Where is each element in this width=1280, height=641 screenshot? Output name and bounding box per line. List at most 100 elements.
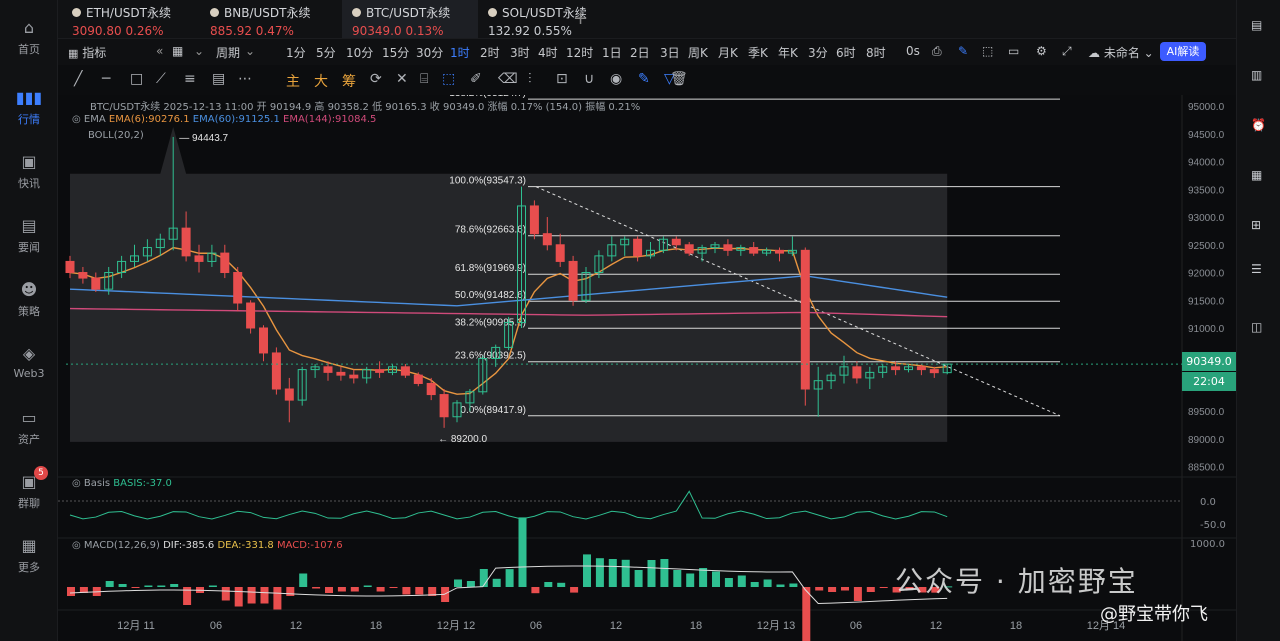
price-tick: 89000.0 xyxy=(1188,435,1225,446)
nav-item-7[interactable]: ▣ 群聊 5 xyxy=(0,466,58,511)
crop-icon[interactable]: ⬚ xyxy=(982,44,994,58)
tab-3[interactable]: SOL/USDT永续 132.92 0.55% xyxy=(478,0,614,38)
layers-icon[interactable]: ☰ xyxy=(1251,262,1262,276)
eye-icon[interactable]: ◎ xyxy=(72,114,81,125)
interval-10[interactable]: 1日 xyxy=(602,46,622,60)
big-button[interactable]: 大 xyxy=(314,74,328,90)
tab-0[interactable]: ETH/USDT永续 3090.80 0.26% xyxy=(62,0,198,38)
nav-item-3[interactable]: ▤ 要闻 xyxy=(0,216,58,255)
nav-item-2[interactable]: ▣ 快讯 xyxy=(0,152,58,191)
interval-14[interactable]: 月K xyxy=(718,46,738,60)
interval-13[interactable]: 周K xyxy=(688,46,708,60)
candle-body xyxy=(684,244,694,254)
document-icon[interactable]: ▥ xyxy=(1251,68,1263,82)
scroll-left-icon[interactable]: « xyxy=(156,44,164,58)
candle-body xyxy=(413,374,423,384)
interval-18[interactable]: 6时 xyxy=(836,46,856,60)
select-tool-icon[interactable]: ⬚ xyxy=(442,71,456,87)
rect-tool-icon[interactable]: □ xyxy=(130,71,144,87)
lock-icon[interactable]: ⊡ xyxy=(556,71,568,87)
chart-canvas[interactable]: 95000.0 94500.0 94000.0 93500.0 93000.0 92500… xyxy=(58,95,1236,641)
candle-body xyxy=(800,249,810,390)
nav-item-0[interactable]: ⌂ 首页 xyxy=(0,18,58,57)
ruler-icon[interactable]: ⌸ xyxy=(420,71,429,87)
interval-1[interactable]: 5分 xyxy=(316,46,336,60)
grid-icon[interactable]: ⊞ xyxy=(1251,218,1262,232)
interval-16[interactable]: 年K xyxy=(778,46,798,60)
candle-body xyxy=(762,249,772,254)
list-icon[interactable]: ▤ xyxy=(1251,18,1263,32)
edit-icon[interactable]: ✎ xyxy=(638,71,650,87)
chevron-down-icon[interactable]: ⌄ xyxy=(194,44,205,58)
ray-tool-icon[interactable]: ⟋ xyxy=(156,71,166,87)
magnet-icon[interactable]: ∪ xyxy=(584,71,595,87)
macd-bar xyxy=(544,582,553,587)
interval-8[interactable]: 4时 xyxy=(538,46,558,60)
pen-icon[interactable]: ✎ xyxy=(958,44,969,58)
crossline-icon[interactable]: ✕ xyxy=(396,71,408,87)
cloud-layout-button[interactable]: ☁ 未命名 ⌄ xyxy=(1088,44,1154,61)
interval-7[interactable]: 3时 xyxy=(510,46,530,60)
fullscreen-icon[interactable]: ⤢ xyxy=(1062,44,1072,58)
chart-area[interactable]: 95000.0 94500.0 94000.0 93500.0 93000.0 92500… xyxy=(58,95,1236,641)
layout-grid-icon[interactable]: ▦ xyxy=(172,44,184,58)
message-icon[interactable]: ◫ xyxy=(1251,320,1263,334)
more-tools-icon[interactable]: ⋯ xyxy=(238,71,252,87)
calendar-icon[interactable]: ▦ xyxy=(1251,168,1263,182)
interval-3[interactable]: 15分 xyxy=(382,46,410,60)
nav-item-8[interactable]: ▦ 更多 xyxy=(0,536,58,575)
tab-1[interactable]: BNB/USDT永续 885.92 0.47% xyxy=(200,0,336,38)
interval-12[interactable]: 3日 xyxy=(660,46,680,60)
measure-icon[interactable]: ⫶ xyxy=(528,71,532,87)
brush-icon[interactable]: ✐ xyxy=(470,71,482,87)
ema6-value: EMA(6):90276.1 xyxy=(108,114,190,125)
candle-body xyxy=(904,366,913,371)
main-chart-button[interactable]: 主 xyxy=(286,74,300,90)
interval-11[interactable]: 2日 xyxy=(630,46,650,60)
period-button[interactable]: 周期 xyxy=(216,46,241,60)
nav-item-6[interactable]: ▭ 资产 xyxy=(0,408,58,447)
eraser-icon[interactable]: ⌫ xyxy=(498,71,518,87)
ai-interpret-button[interactable]: AI解读 xyxy=(1160,42,1206,61)
refresh-icon[interactable]: ⟳ xyxy=(370,71,382,87)
indicator-button[interactable]: ▦ 指标 xyxy=(68,44,106,61)
basis-tick: 0.0 xyxy=(1200,497,1216,508)
nav-item-1[interactable]: ▮▮▮ 行情 xyxy=(0,88,58,127)
interval-5[interactable]: 1时 xyxy=(450,46,470,60)
macd-bar xyxy=(144,585,153,587)
eye-icon[interactable]: ◎ xyxy=(72,540,81,551)
tab-2[interactable]: BTC/USDT永续 90349.0 0.13% xyxy=(342,0,478,38)
unread-badge: 5 xyxy=(34,466,48,480)
eye-icon[interactable]: ◉ xyxy=(610,71,623,87)
candle-body xyxy=(78,272,88,279)
nav-item-5[interactable]: ◈ Web3 xyxy=(0,344,58,380)
interval-9[interactable]: 12时 xyxy=(566,46,594,60)
interval-15[interactable]: 季K xyxy=(748,46,768,60)
period-dropdown-icon[interactable]: ⌄ xyxy=(245,44,256,58)
candle-body xyxy=(775,249,784,254)
line-tool-icon[interactable]: ╱ xyxy=(74,71,83,87)
nav-item-4[interactable]: ☻ 策略 xyxy=(0,280,58,319)
parallel-tool-icon[interactable]: ≡ xyxy=(184,71,196,87)
candle-countdown: 22:04 xyxy=(1182,372,1236,391)
candle-body xyxy=(155,238,165,249)
camera-icon[interactable]: ⎙ xyxy=(932,44,942,58)
interval-6[interactable]: 2时 xyxy=(480,46,500,60)
hline-tool-icon[interactable]: ─ xyxy=(102,71,111,87)
filter-icon[interactable]: ▽ xyxy=(664,71,675,87)
settings-icon[interactable]: ⚙ xyxy=(1036,44,1047,58)
add-tab-icon[interactable]: + xyxy=(573,8,589,29)
interval-4[interactable]: 30分 xyxy=(416,46,444,60)
text-tool-icon[interactable]: ▤ xyxy=(212,71,226,87)
basis-tick: -50.0 xyxy=(1200,520,1226,531)
eye-icon[interactable]: ◎ xyxy=(72,478,81,489)
interval-2[interactable]: 10分 xyxy=(346,46,374,60)
chip-button[interactable]: 筹 xyxy=(342,74,356,90)
interval-0[interactable]: 1分 xyxy=(286,46,306,60)
trash-icon[interactable]: 🗑 xyxy=(670,71,688,87)
time-tick: 18 xyxy=(690,620,702,632)
interval-17[interactable]: 3分 xyxy=(808,46,828,60)
alarm-icon[interactable]: ⏰ xyxy=(1251,118,1266,132)
interval-19[interactable]: 8时 xyxy=(866,46,886,60)
window-icon[interactable]: ▭ xyxy=(1008,44,1020,58)
